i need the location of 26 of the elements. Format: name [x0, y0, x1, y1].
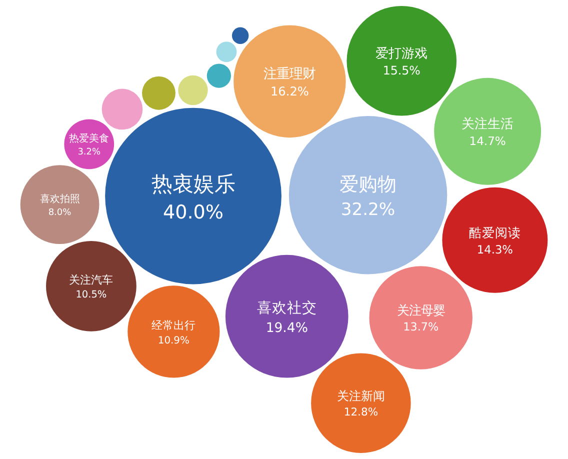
- category-label: 关注汽车: [69, 273, 114, 286]
- category-label: 热衷娱乐: [151, 170, 236, 196]
- category-label: 喜欢社交: [256, 300, 317, 317]
- category-label: 注重理财: [264, 66, 316, 82]
- category-label: 关注生活: [462, 117, 514, 132]
- category-label: 爱购物: [340, 173, 397, 196]
- data-label: 10.9%: [158, 335, 190, 346]
- data-label: 12.8%: [344, 406, 378, 419]
- category-label: 关注母婴: [396, 304, 445, 318]
- category-label: 爱打游戏: [376, 46, 428, 62]
- data-label: 14.3%: [476, 242, 514, 256]
- data-label: 15.5%: [382, 64, 420, 78]
- data-label: 14.7%: [469, 134, 506, 148]
- data-label: 40.0%: [163, 201, 224, 224]
- data-label: 3.2%: [78, 148, 102, 158]
- category-label: 热爱美食: [69, 132, 110, 145]
- category-label: 经常出行: [152, 318, 196, 332]
- data-label: 8.0%: [48, 208, 72, 218]
- category-label: 酷爱阅读: [468, 224, 521, 240]
- category-label: 关注新闻: [336, 389, 385, 404]
- data-label: 10.5%: [76, 290, 107, 301]
- data-label: 16.2%: [270, 84, 309, 99]
- data-label: 32.2%: [340, 200, 396, 220]
- category-label: 喜欢拍照: [40, 193, 80, 206]
- data-label: 13.7%: [403, 320, 439, 334]
- data-label: 19.4%: [266, 320, 308, 336]
